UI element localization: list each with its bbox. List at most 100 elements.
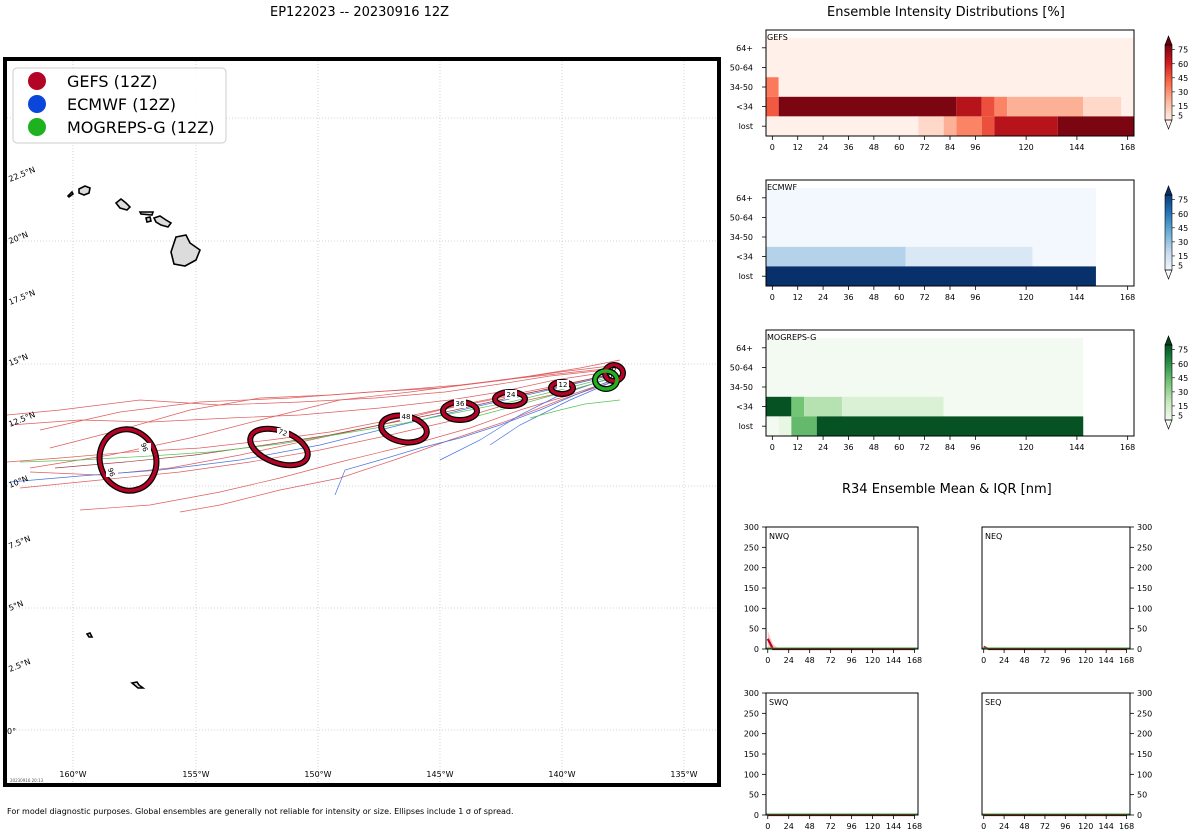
colorbar-step [1165, 405, 1172, 408]
colorbar-frame [1164, 194, 1173, 271]
colorbar-step [1165, 401, 1172, 404]
x-tick-label: 48 [869, 293, 879, 302]
r34-iqr-band [767, 630, 915, 649]
colorbar-step [1165, 75, 1172, 78]
x-tick-label: 96 [970, 293, 980, 302]
colorbar-step [1165, 393, 1172, 397]
y-tick-label: 64+ [736, 344, 753, 353]
x-tick-label: 0 [765, 822, 770, 831]
x-tick-label: 12 [793, 143, 803, 152]
colorbar-tick-label: 30 [1178, 238, 1188, 247]
y-tick-label: 150 [1137, 584, 1152, 593]
colorbar-step [1165, 403, 1172, 406]
y-tick-label: 34-50 [730, 233, 753, 242]
colorbar-step [1165, 200, 1172, 203]
x-tick-label: 0 [770, 143, 775, 152]
x-tick-label: 60 [894, 293, 904, 302]
r34-panel-nwq: NWQ 0 24 48 72 96 120 144 168 0 50 100 150 200 250 300 [744, 523, 922, 665]
colorbar-step [1165, 346, 1172, 350]
x-tick-label: 144 [1069, 143, 1084, 152]
colorbar-step [1165, 97, 1172, 100]
colorbar-tick-label: 5 [1178, 111, 1183, 120]
colorbar-tick-label: 15 [1178, 102, 1188, 111]
svg-text:96: 96 [139, 442, 150, 454]
colorbar-step [1165, 103, 1172, 106]
y-tick-label: 150 [1137, 750, 1152, 759]
y-tick-label: lost [739, 422, 753, 431]
track-map: 96 96 72 48 36 24 12 0 0 GEFS (12Z) ECMW… [3, 57, 721, 787]
heatmap-cell [766, 116, 919, 136]
x-tick-label: 36 [843, 143, 853, 152]
colorbar-step [1165, 348, 1172, 352]
r34-frame [981, 526, 1131, 650]
colorbar-step [1165, 84, 1172, 87]
colorbar-step [1165, 52, 1172, 55]
y-tick-label: 200 [1137, 730, 1152, 739]
y-tick-label: 300 [744, 689, 759, 698]
svg-text:24: 24 [507, 391, 516, 399]
heatmap-cell [778, 96, 957, 117]
heatmap-cell [905, 246, 1033, 267]
x-tick-label: 24 [784, 822, 794, 831]
colorbar-step [1165, 345, 1172, 348]
y-tick-label: 150 [744, 750, 759, 759]
colorbar-tick-label: 75 [1178, 346, 1188, 355]
lon-label: 135°W [670, 770, 697, 779]
colorbar-step [1165, 73, 1172, 76]
heatmap-cell [816, 416, 1084, 436]
y-tick-label: <34 [736, 253, 753, 262]
colorbar-step [1165, 247, 1172, 250]
colorbar-step [1165, 243, 1172, 247]
heatmap-cell [1007, 96, 1084, 117]
colorbar-ecmwf: 515 30 45 60 75 [1164, 185, 1188, 280]
colorbar-step [1165, 262, 1172, 265]
x-tick-label: 0 [770, 293, 775, 302]
colorbar-step [1165, 91, 1172, 95]
y-tick-label: 250 [744, 543, 759, 552]
colorbar-step [1165, 399, 1172, 402]
colorbar-step [1165, 110, 1172, 113]
colorbar-tick-label: 60 [1178, 60, 1188, 69]
lon-labels: 160°W 155°W 150°W 145°W 140°W 135°W [59, 770, 697, 779]
x-tick-label: 96 [1060, 822, 1070, 831]
lon-label: 145°W [426, 770, 453, 779]
y-tick-label: 0 [754, 645, 759, 654]
x-tick-label: 144 [886, 656, 901, 665]
x-tick-label: 96 [1060, 656, 1070, 665]
colorbar-step [1165, 245, 1172, 248]
y-tick-label: 34-50 [730, 383, 753, 392]
colorbar-step [1165, 232, 1172, 235]
colorbar-step [1165, 211, 1172, 215]
heatmap-cell [956, 116, 982, 136]
y-tick-label: 50 [1137, 791, 1147, 800]
y-tick-label: lost [739, 122, 753, 131]
colorbar-step [1165, 406, 1172, 410]
colorbar-step [1165, 71, 1172, 74]
colorbar-tick-label: 15 [1178, 252, 1188, 261]
colorbar-tick-label: 45 [1178, 224, 1188, 233]
colorbar-step [1165, 258, 1172, 262]
x-tick-label: 168 [1120, 293, 1135, 302]
x-tick-label: 36 [843, 293, 853, 302]
colorbar-step [1165, 46, 1172, 50]
colorbar-step [1165, 418, 1172, 421]
r34-frame [765, 692, 919, 816]
y-tick-label: 100 [744, 770, 759, 779]
x-tick-label: 72 [920, 443, 930, 452]
colorbar-step [1165, 219, 1172, 222]
heatmap-cell [981, 96, 995, 117]
colorbar-step [1165, 358, 1172, 361]
colorbar-step [1165, 101, 1172, 104]
colorbar-step [1165, 198, 1172, 202]
heatmap-cell [766, 96, 779, 117]
x-tick-label: 48 [869, 143, 879, 152]
r34-panel-label: NWQ [769, 532, 789, 541]
y-tick-label: 250 [1137, 543, 1152, 552]
colorbar-step [1165, 268, 1172, 271]
colorbar-tick-label: 75 [1178, 196, 1188, 205]
colorbar-step [1165, 50, 1172, 53]
x-tick-label: 120 [1018, 293, 1033, 302]
colorbar-step [1165, 241, 1172, 245]
colorbar-step [1165, 78, 1172, 82]
